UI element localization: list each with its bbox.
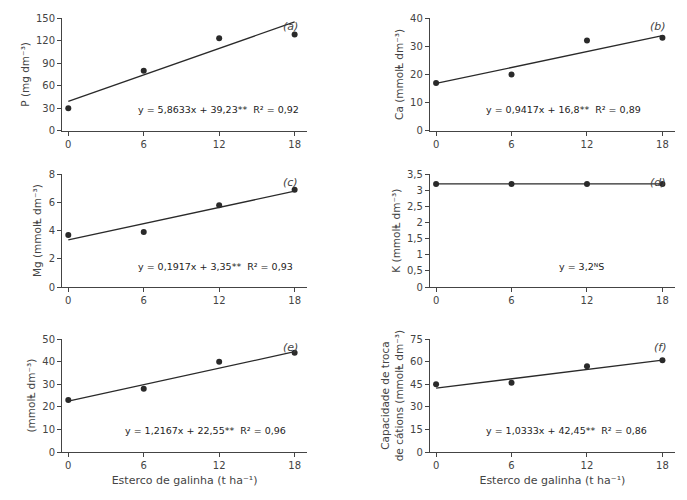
svg-text:4: 4 bbox=[49, 225, 55, 236]
svg-text:0,5: 0,5 bbox=[407, 265, 423, 276]
svg-text:30: 30 bbox=[410, 41, 423, 52]
svg-text:60: 60 bbox=[410, 356, 423, 367]
svg-text:0: 0 bbox=[49, 125, 55, 136]
svg-text:30: 30 bbox=[410, 401, 423, 412]
svg-text:y = 0,9417x + 16,8** R² = 0,8: y = 0,9417x + 16,8** R² = 0,89 bbox=[486, 104, 641, 115]
svg-text:18: 18 bbox=[288, 460, 301, 471]
svg-text:50: 50 bbox=[42, 334, 55, 345]
svg-text:(mmolⱠ dm⁻³): (mmolⱠ dm⁻³) bbox=[25, 359, 37, 433]
svg-text:40: 40 bbox=[410, 13, 423, 24]
svg-text:12: 12 bbox=[581, 295, 594, 306]
svg-text:18: 18 bbox=[656, 295, 669, 306]
svg-text:75: 75 bbox=[410, 334, 423, 345]
svg-text:1: 1 bbox=[416, 249, 422, 260]
svg-text:18: 18 bbox=[656, 460, 669, 471]
svg-text:20: 20 bbox=[42, 401, 55, 412]
svg-text:18: 18 bbox=[288, 139, 301, 150]
svg-text:2: 2 bbox=[416, 217, 422, 228]
svg-text:(f): (f) bbox=[654, 341, 666, 354]
svg-text:6: 6 bbox=[508, 460, 514, 471]
svg-text:18: 18 bbox=[656, 139, 669, 150]
svg-text:0: 0 bbox=[433, 139, 439, 150]
svg-text:Esterco de galinha (t ha⁻¹): Esterco de galinha (t ha⁻¹) bbox=[479, 474, 625, 487]
svg-text:0: 0 bbox=[65, 460, 71, 471]
svg-text:20: 20 bbox=[410, 69, 423, 80]
svg-text:y = 5,8633x + 39,23** R² = 0,: y = 5,8633x + 39,23** R² = 0,92 bbox=[138, 104, 299, 115]
svg-text:0: 0 bbox=[49, 282, 55, 293]
svg-text:(a): (a) bbox=[283, 20, 298, 33]
svg-text:30: 30 bbox=[42, 103, 55, 114]
svg-text:Mg (mmolⱠ dm⁻³): Mg (mmolⱠ dm⁻³) bbox=[31, 184, 43, 277]
svg-text:0: 0 bbox=[65, 295, 71, 306]
svg-text:0: 0 bbox=[433, 295, 439, 306]
svg-text:K (mmolⱠ dm⁻³): K (mmolⱠ dm⁻³) bbox=[390, 189, 402, 273]
svg-text:3: 3 bbox=[416, 185, 422, 196]
svg-text:Capacidade de trocade cátions: Capacidade de trocade cátions (mmolⱠ dm⁻… bbox=[379, 330, 405, 461]
svg-text:15: 15 bbox=[410, 424, 423, 435]
svg-text:10: 10 bbox=[42, 424, 55, 435]
svg-text:30: 30 bbox=[42, 379, 55, 390]
svg-text:0: 0 bbox=[65, 139, 71, 150]
svg-text:12: 12 bbox=[581, 460, 594, 471]
svg-text:0: 0 bbox=[416, 282, 422, 293]
svg-text:(b): (b) bbox=[650, 20, 666, 33]
svg-text:12: 12 bbox=[213, 460, 226, 471]
svg-text:120: 120 bbox=[36, 35, 55, 46]
svg-text:y = 3,2ᴺS: y = 3,2ᴺS bbox=[559, 261, 604, 272]
svg-text:45: 45 bbox=[410, 379, 423, 390]
svg-text:6: 6 bbox=[141, 295, 147, 306]
svg-text:2: 2 bbox=[49, 253, 55, 264]
svg-text:12: 12 bbox=[213, 139, 226, 150]
svg-text:8: 8 bbox=[49, 169, 55, 180]
svg-text:2,5: 2,5 bbox=[407, 201, 423, 212]
svg-text:6: 6 bbox=[141, 139, 147, 150]
svg-text:y = 1,2167x + 22,55** R² = 0,: y = 1,2167x + 22,55** R² = 0,96 bbox=[125, 425, 286, 436]
svg-text:6: 6 bbox=[508, 295, 514, 306]
svg-text:6: 6 bbox=[141, 460, 147, 471]
svg-text:3,5: 3,5 bbox=[407, 169, 423, 180]
svg-text:6: 6 bbox=[49, 197, 55, 208]
svg-text:6: 6 bbox=[508, 139, 514, 150]
svg-text:0: 0 bbox=[416, 447, 422, 458]
svg-text:150: 150 bbox=[36, 13, 55, 24]
svg-text:18: 18 bbox=[288, 295, 301, 306]
svg-text:Esterco de galinha (t ha⁻¹): Esterco de galinha (t ha⁻¹) bbox=[112, 474, 258, 487]
svg-text:(d): (d) bbox=[650, 176, 666, 189]
svg-text:0: 0 bbox=[49, 447, 55, 458]
svg-text:40: 40 bbox=[42, 356, 55, 367]
svg-text:P (mg dm⁻³): P (mg dm⁻³) bbox=[19, 42, 31, 107]
svg-text:0: 0 bbox=[433, 460, 439, 471]
svg-text:1,5: 1,5 bbox=[407, 233, 423, 244]
svg-text:0: 0 bbox=[416, 125, 422, 136]
svg-text:60: 60 bbox=[42, 80, 55, 91]
svg-text:10: 10 bbox=[410, 97, 423, 108]
svg-text:90: 90 bbox=[42, 58, 55, 69]
svg-text:12: 12 bbox=[581, 139, 594, 150]
svg-text:y = 1,0333x + 42,45** R² = 0,: y = 1,0333x + 42,45** R² = 0,86 bbox=[486, 425, 647, 436]
svg-text:(e): (e) bbox=[283, 341, 298, 354]
svg-text:12: 12 bbox=[213, 295, 226, 306]
svg-text:Ca (mmolⱠ dm⁻³): Ca (mmolⱠ dm⁻³) bbox=[393, 29, 405, 120]
svg-text:(c): (c) bbox=[283, 176, 298, 189]
svg-text:y = 0,1917x + 3,35** R² = 0,9: y = 0,1917x + 3,35** R² = 0,93 bbox=[138, 261, 293, 272]
